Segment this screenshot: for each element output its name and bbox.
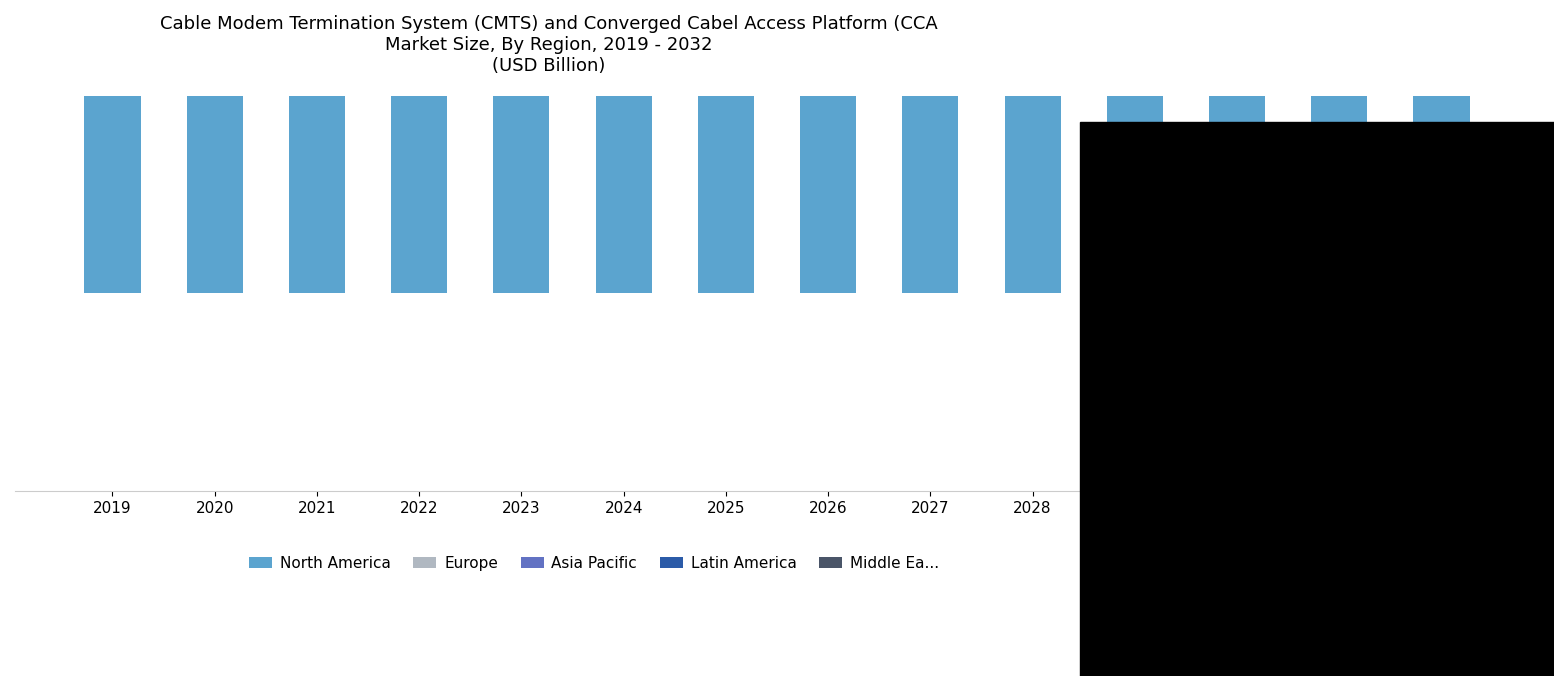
Bar — [595, 0, 651, 293]
Bar — [84, 0, 140, 293]
Bar — [186, 0, 242, 293]
Bar — [698, 0, 754, 293]
Bar — [392, 0, 448, 293]
Bar — [1209, 0, 1265, 293]
Bar — [1106, 0, 1162, 293]
Bar — [800, 0, 856, 293]
Bar — [1004, 0, 1061, 293]
Bar — [289, 0, 345, 293]
Legend: North America, Europe, Asia Pacific, Latin America, Middle Ea...: North America, Europe, Asia Pacific, Lat… — [242, 550, 945, 577]
Bar — [1414, 0, 1470, 293]
Bar — [493, 0, 550, 293]
Bar — [1312, 0, 1368, 293]
Title: Cable Modem Termination System (CMTS) and Converged Cabel Access Platform (CCA
M: Cable Modem Termination System (CMTS) an… — [160, 15, 937, 74]
Bar — [903, 0, 959, 293]
